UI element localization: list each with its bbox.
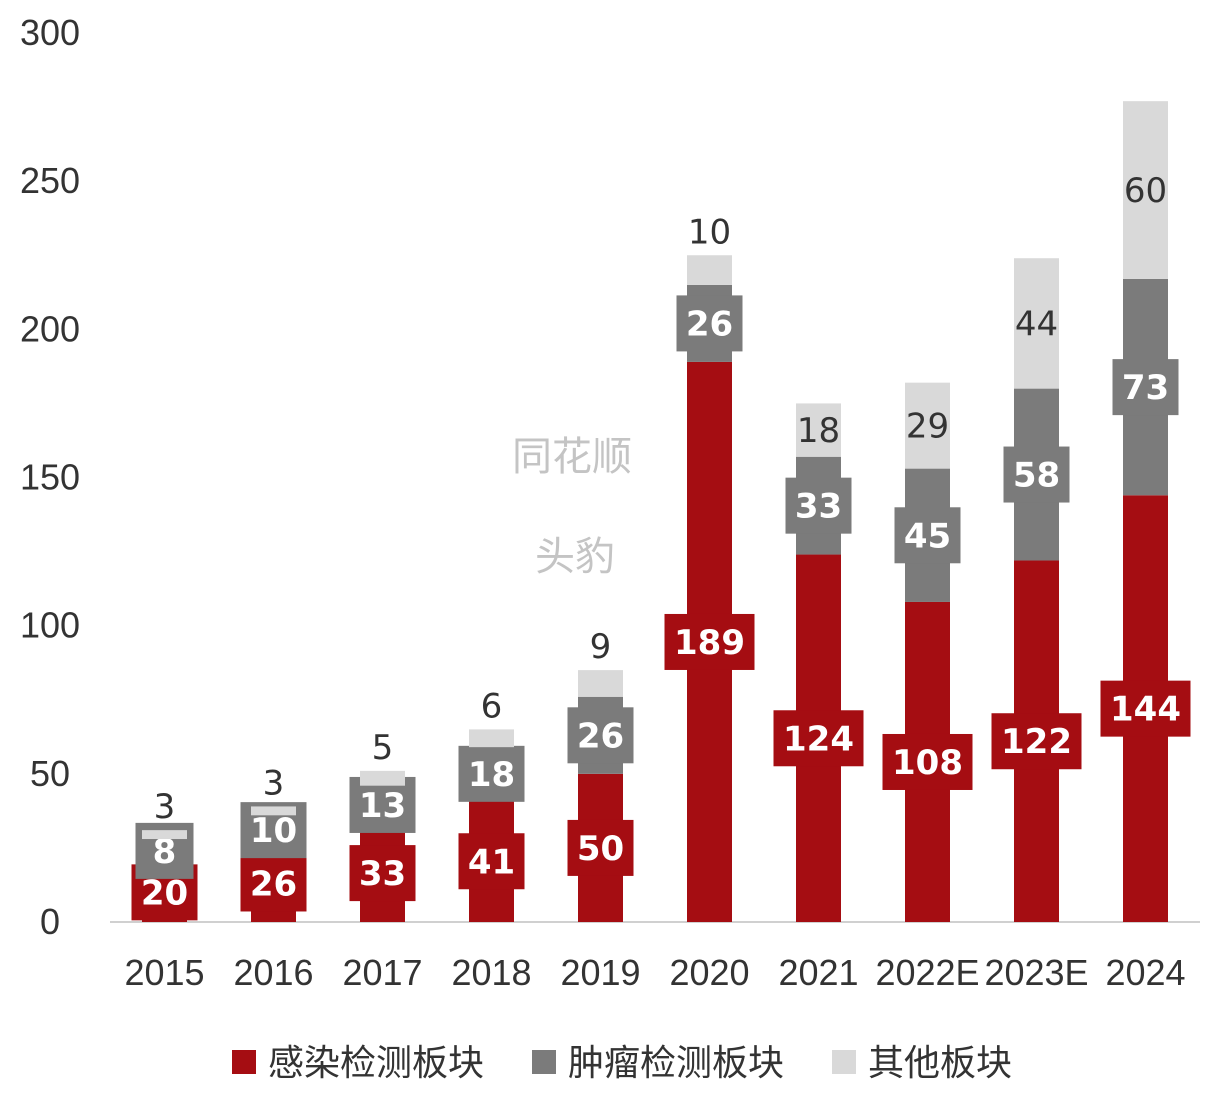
legend-label-1: 感染检测板块 — [268, 1043, 484, 1084]
watermark: 同花顺 头豹 — [512, 434, 632, 580]
data-label: 5 — [372, 728, 394, 768]
x-tick-label: 2020 — [669, 952, 749, 993]
data-label-box — [1003, 446, 1070, 503]
data-label-box — [894, 507, 961, 564]
x-tick-label: 2017 — [342, 952, 422, 993]
data-label: 20 — [141, 873, 188, 913]
data-label: 3 — [263, 763, 285, 803]
y-tick-label: 100 — [20, 605, 80, 646]
bar-segment-3 — [796, 403, 841, 457]
legend-swatch-3 — [832, 1050, 856, 1074]
data-label: 60 — [1124, 171, 1167, 211]
data-label: 10 — [688, 212, 731, 252]
data-label: 73 — [1122, 368, 1169, 408]
data-label: 26 — [577, 716, 624, 756]
data-label-box — [567, 707, 634, 764]
x-tick-label: 2022E — [875, 952, 979, 993]
legend-swatch-1 — [232, 1050, 256, 1074]
bar-segment-3 — [687, 255, 732, 285]
data-label: 18 — [797, 411, 840, 451]
data-label-box — [991, 713, 1082, 770]
data-label: 9 — [590, 627, 612, 667]
x-tick-label: 2016 — [233, 952, 313, 993]
data-label: 3 — [154, 787, 176, 827]
bar-segment-3 — [360, 770, 405, 786]
data-label: 41 — [468, 842, 515, 882]
watermark-line-1: 同花顺 — [512, 434, 632, 480]
x-tick-label: 2023E — [984, 952, 1088, 993]
y-axis: 0 50 100 150 200 250 300 — [20, 12, 80, 942]
data-label-box — [567, 819, 634, 876]
data-label: 8 — [153, 832, 177, 872]
data-label: 13 — [359, 786, 406, 826]
x-tick-label: 2018 — [451, 952, 531, 993]
y-tick-label: 150 — [20, 457, 80, 498]
data-label-box — [458, 745, 525, 802]
y-tick-label: 300 — [20, 12, 80, 53]
x-tick-label: 2015 — [124, 952, 204, 993]
data-label-box — [1100, 680, 1191, 737]
data-label-box — [664, 613, 755, 670]
x-tick-label: 2019 — [560, 952, 640, 993]
bar-segment-3 — [578, 670, 623, 697]
data-label: 44 — [1015, 304, 1058, 344]
data-label: 122 — [1001, 722, 1072, 762]
data-label: 10 — [250, 811, 297, 851]
bar-segment-3 — [1014, 258, 1059, 389]
data-label-box — [349, 776, 416, 833]
data-label: 26 — [686, 304, 733, 344]
data-label: 108 — [892, 743, 963, 783]
data-label: 6 — [481, 686, 503, 726]
data-label-box — [773, 710, 864, 767]
x-tick-label: 2024 — [1105, 952, 1185, 993]
data-label: 189 — [674, 623, 745, 663]
bar-segment-3 — [142, 830, 187, 840]
data-label-box — [240, 855, 307, 912]
data-label: 58 — [1013, 456, 1060, 496]
y-tick-label: 50 — [30, 753, 70, 794]
data-label: 124 — [783, 719, 854, 759]
data-label: 33 — [359, 854, 406, 894]
bar-segment-3 — [469, 729, 514, 748]
data-label-box — [785, 477, 852, 534]
y-tick-label: 0 — [40, 901, 60, 942]
legend-label-2: 肿瘤检测板块 — [568, 1043, 784, 1084]
data-label: 18 — [468, 755, 515, 795]
bar-segment-3 — [905, 382, 950, 469]
data-label-box — [349, 845, 416, 902]
data-label: 26 — [250, 864, 297, 904]
data-label-box — [882, 733, 973, 790]
data-label: 29 — [906, 407, 949, 447]
x-tick-label: 2021 — [778, 952, 858, 993]
y-tick-label: 200 — [20, 308, 80, 349]
bar-segment-3 — [251, 806, 296, 816]
data-label-box — [1112, 359, 1179, 416]
data-label: 144 — [1110, 690, 1181, 730]
legend-label-3: 其他板块 — [868, 1043, 1012, 1084]
y-tick-label: 250 — [20, 160, 80, 201]
legend: 感染检测板块 肿瘤检测板块 其他板块 — [232, 1043, 1012, 1084]
bar-segment-3 — [1123, 101, 1168, 279]
data-label: 33 — [795, 487, 842, 527]
data-label-box — [676, 295, 743, 352]
x-axis: 2015 2016 2017 2018 2019 2020 2021 2022E 2023E 20… — [124, 952, 1185, 993]
data-label-box — [458, 833, 525, 890]
watermark-line-2: 头豹 — [535, 534, 615, 580]
data-label: 50 — [577, 829, 624, 869]
data-label: 45 — [904, 516, 951, 556]
legend-swatch-2 — [532, 1050, 556, 1074]
